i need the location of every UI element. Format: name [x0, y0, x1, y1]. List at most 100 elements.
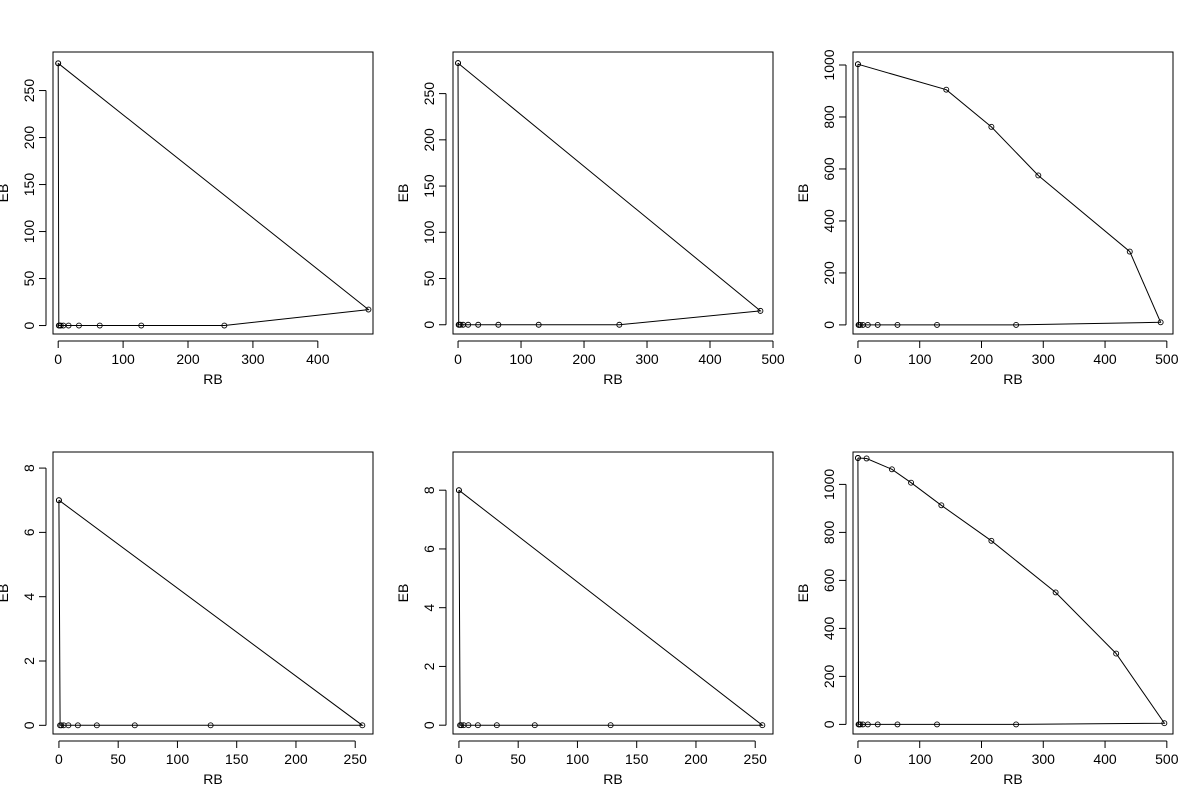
y-tick-label: 1000: [821, 49, 837, 80]
data-point: [864, 721, 871, 728]
x-tick-label: 200: [970, 751, 994, 767]
y-tick-label: 400: [821, 209, 837, 233]
y-axis-label: EB: [0, 184, 11, 203]
data-point: [759, 722, 766, 729]
data-point: [57, 322, 64, 329]
x-tick-label: 300: [1032, 751, 1056, 767]
series-line: [58, 499, 364, 726]
data-point: [943, 86, 950, 93]
x-tick-label: 100: [166, 751, 190, 767]
y-axis-label: EB: [395, 584, 411, 603]
data-point: [854, 61, 861, 68]
x-tick-label: 200: [684, 751, 708, 767]
y-tick-label: 800: [821, 521, 837, 545]
data-point: [854, 455, 861, 461]
x-tick-label: 200: [176, 351, 200, 367]
x-tick-label: 200: [970, 351, 994, 367]
y-tick-label: 6: [21, 528, 37, 536]
x-axis-label: RB: [1003, 371, 1022, 387]
x-tick-label: 0: [454, 351, 462, 367]
x-axis-label: RB: [203, 771, 222, 787]
y-axis-label: EB: [395, 184, 411, 203]
data-point: [1157, 319, 1164, 326]
y-tick-label: 0: [21, 321, 37, 329]
y-tick-label: 6: [421, 545, 437, 553]
data-point: [65, 722, 72, 729]
y-axis-label: EB: [795, 184, 811, 203]
panel-3: 0 100 200 300 400 500 RB 0 200 400 600 800 1000 EB: [795, 49, 1179, 387]
plot-frame: [52, 51, 374, 335]
x-tick-label: 150: [625, 751, 649, 767]
data-point: [874, 721, 881, 728]
data-point: [988, 537, 995, 544]
data-point: [55, 60, 62, 67]
y-tick-label: 250: [21, 79, 37, 103]
data-point: [757, 307, 764, 314]
plot-frame: [852, 451, 1174, 735]
data-point: [857, 321, 864, 328]
data-point: [475, 321, 482, 328]
data-point: [531, 722, 538, 729]
x-tick-label: 300: [1032, 351, 1056, 367]
x-tick-label: 0: [854, 751, 862, 767]
x-tick-label: 0: [854, 351, 862, 367]
data-point: [76, 322, 82, 329]
series-line: [458, 489, 764, 726]
x-tick-label: 400: [1093, 751, 1117, 767]
x-tick-label: 50: [510, 751, 526, 767]
data-point: [1126, 248, 1133, 255]
x-tick-label: 100: [566, 751, 590, 767]
x-tick-label: 0: [455, 751, 463, 767]
data-point: [474, 722, 481, 729]
y-tick-label: 1000: [821, 469, 837, 500]
y-tick-label: 0: [821, 720, 837, 728]
plot-frame: [452, 51, 774, 335]
panel-5: 0 50 100 150 200 250 RB 0 2 4 6 8 EB: [395, 451, 774, 787]
panel-1: 0 100 200 300 400 RB 0 50 100 150 200 250 EB: [0, 51, 374, 387]
x-tick-label: 200: [284, 751, 308, 767]
data-point: [988, 123, 995, 130]
data-point: [934, 721, 940, 728]
y-tick-label: 600: [821, 157, 837, 181]
x-tick-label: 100: [509, 351, 533, 367]
x-tick-label: 400: [1093, 351, 1117, 367]
x-tick-label: 250: [344, 751, 368, 767]
x-tick-label: 250: [744, 751, 768, 767]
x-tick-label: 500: [1155, 351, 1179, 367]
series-line: [857, 63, 1162, 326]
data-point: [1035, 172, 1042, 179]
y-tick-label: 50: [21, 271, 37, 287]
y-tick-label: 800: [821, 105, 837, 129]
data-point: [74, 722, 81, 729]
data-point: [495, 321, 502, 328]
panel-6: 0 100 200 300 400 500 RB 0 200 400 600 800 1000 EB: [795, 451, 1179, 787]
data-point: [535, 321, 542, 328]
data-point: [221, 322, 228, 329]
plot-frame: [52, 451, 374, 735]
data-point: [934, 321, 940, 328]
data-point: [1013, 321, 1020, 328]
data-point: [93, 722, 100, 729]
y-tick-label: 150: [421, 174, 437, 198]
x-tick-label: 150: [225, 751, 249, 767]
y-tick-label: 8: [21, 464, 37, 472]
plot-frame: [452, 451, 774, 735]
y-tick-label: 0: [421, 321, 437, 329]
data-point: [58, 722, 65, 729]
data-point: [938, 502, 945, 509]
data-point: [894, 721, 901, 728]
y-tick-label: 200: [21, 126, 37, 150]
data-point: [616, 321, 623, 328]
data-point: [207, 722, 214, 729]
y-tick-label: 2: [421, 662, 437, 670]
y-axis-label: EB: [795, 584, 811, 603]
y-tick-label: 50: [421, 271, 437, 287]
x-tick-label: 0: [55, 751, 63, 767]
y-tick-label: 0: [821, 321, 837, 329]
y-tick-label: 600: [821, 569, 837, 593]
x-tick-label: 100: [111, 351, 135, 367]
x-tick-label: 300: [635, 351, 659, 367]
y-tick-label: 4: [421, 604, 437, 612]
x-axis-label: RB: [603, 771, 622, 787]
series-line: [57, 62, 370, 326]
